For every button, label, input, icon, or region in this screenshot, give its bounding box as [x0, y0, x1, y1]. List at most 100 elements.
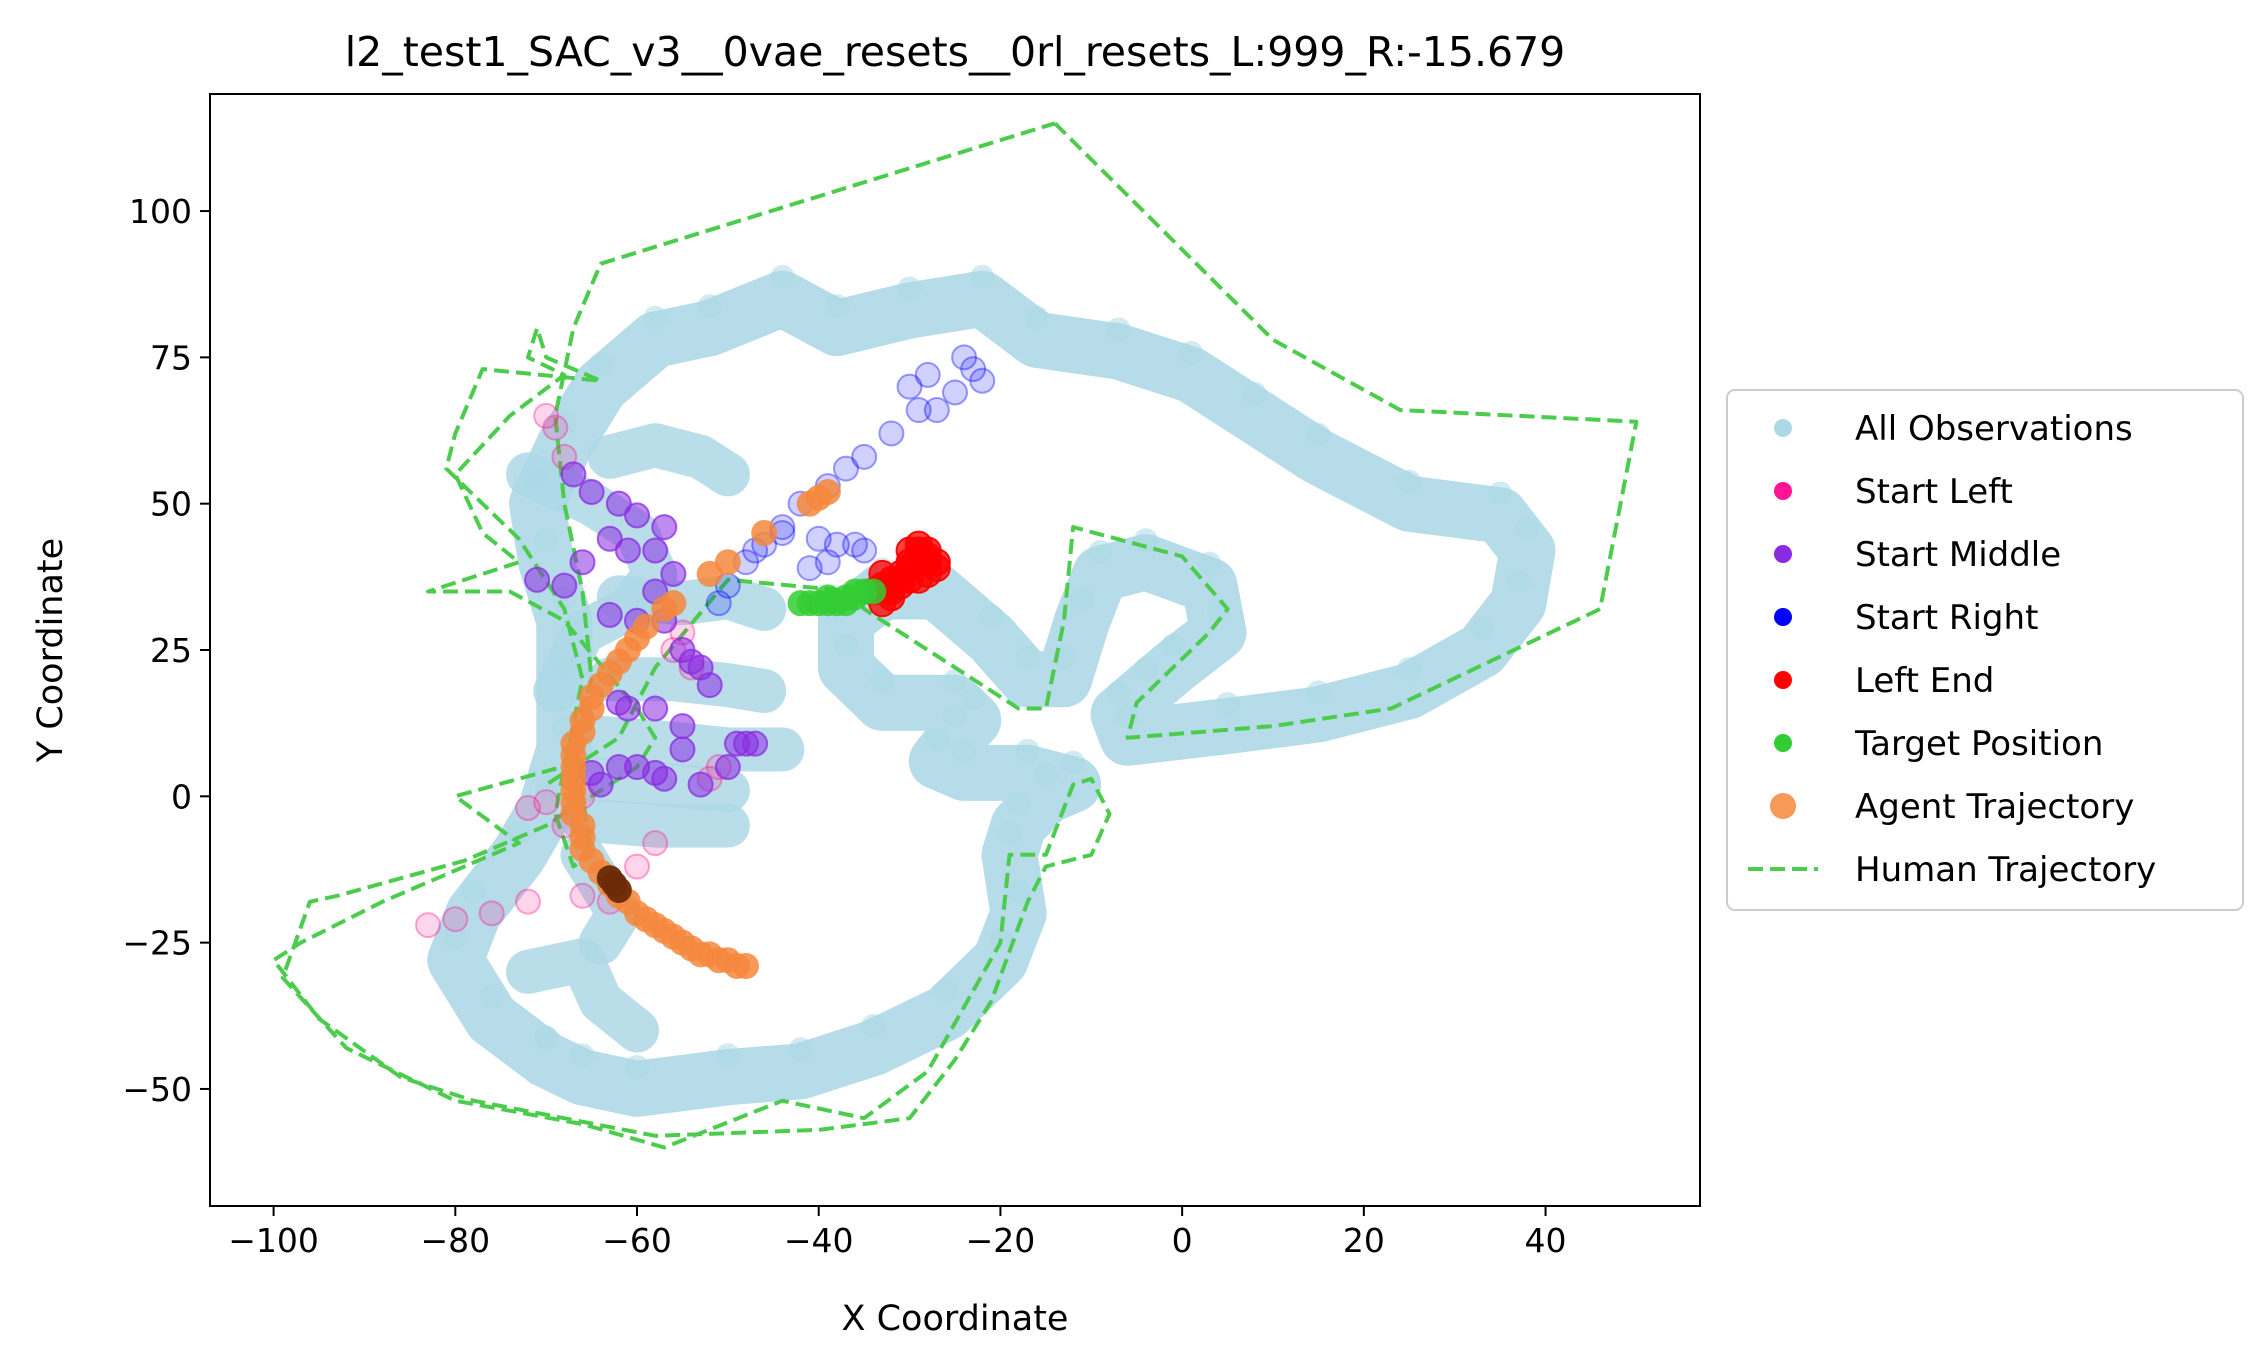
series-start-middle-point: [651, 765, 678, 792]
series-agent-trajectory: [560, 478, 841, 980]
series-start-middle-point: [578, 478, 605, 505]
series-target-position-point: [814, 584, 841, 611]
series-target-position: [787, 578, 887, 617]
series-start-middle-point: [614, 537, 641, 564]
observation-point: [933, 978, 958, 1003]
series-start-right-point: [896, 373, 923, 400]
observation-band: [427, 270, 1556, 1117]
observation-point: [770, 264, 795, 289]
series-start-left-point: [514, 795, 541, 822]
series-start-right-point: [878, 420, 905, 447]
series-agent-trajectory-point: [651, 596, 678, 623]
observation-point: [588, 352, 613, 377]
series-start-middle-point: [742, 730, 769, 757]
series-start-right-point: [805, 525, 832, 552]
x-axis: −100 −80 −60 −40 −20 0 20 40: [228, 1206, 1567, 1260]
observation-point: [1397, 469, 1422, 494]
series-start-middle: [524, 461, 769, 798]
series-start-middle-point: [714, 754, 741, 781]
observation-point: [1242, 381, 1267, 406]
observation-point: [1061, 750, 1086, 775]
legend-label-target-position: Target Position: [1854, 724, 2103, 764]
series-start-left-point: [569, 882, 596, 909]
series-start-middle-point: [614, 695, 641, 722]
series-all-observations: [427, 264, 1556, 1117]
series-start-middle-point: [687, 771, 714, 798]
x-tick-label: 20: [1343, 1221, 1385, 1260]
observation-point: [1133, 656, 1158, 681]
observation-point: [534, 1025, 559, 1050]
x-tick-label: −20: [966, 1221, 1036, 1260]
series-start-left-point: [478, 900, 505, 927]
observation-point: [552, 656, 577, 681]
observation-point: [833, 633, 858, 658]
observation-cluster-7: [506, 938, 659, 1053]
observation-point: [788, 1037, 813, 1062]
observation-point: [970, 264, 995, 289]
plot-area: [271, 121, 1639, 1150]
series-start-middle-point: [696, 672, 723, 699]
observation-cluster-3: [587, 657, 787, 713]
legend-label-all-observations: All Observations: [1855, 409, 2133, 449]
observation-point: [1161, 633, 1186, 658]
legend-marker-all-observations: [1774, 419, 1792, 437]
y-tick-label: 50: [150, 485, 192, 524]
observation-point: [870, 668, 895, 693]
legend-marker-target-position: [1774, 734, 1792, 752]
observation-point: [1469, 616, 1494, 640]
observation-point: [461, 879, 486, 904]
series-left-end-point: [895, 536, 924, 565]
series-start-right-point: [832, 455, 859, 482]
series-start-middle-point: [551, 572, 578, 599]
series-start-middle-point: [569, 549, 596, 576]
observation-point: [697, 294, 722, 319]
series-agent-trajectory-point: [733, 953, 760, 980]
observation-point: [1215, 692, 1240, 717]
x-tick-label: −40: [784, 1221, 854, 1260]
series-start-middle-point: [669, 713, 696, 740]
observation-point: [570, 1043, 595, 1068]
observation-point: [1024, 305, 1049, 330]
series-human-trajectory: [271, 121, 1639, 1150]
observation-point: [1397, 656, 1422, 681]
series-start-right-point: [923, 397, 950, 424]
series-left-end-point: [913, 559, 942, 588]
series-start-middle-point: [524, 566, 551, 593]
legend-frame: [1726, 389, 2244, 911]
observation-point: [525, 469, 550, 494]
series-agent-trajectory-point: [751, 519, 778, 546]
legend-label-agent-trajectory: Agent Trajectory: [1855, 787, 2134, 827]
observation-point: [1106, 317, 1131, 342]
series-start-middle-point: [596, 525, 623, 552]
legend-marker-start-middle: [1774, 545, 1792, 563]
series-start-right-point: [796, 555, 823, 582]
observation-point: [643, 305, 668, 330]
observation-point: [1197, 551, 1222, 576]
legend-label-left-end: Left End: [1855, 661, 1994, 701]
observation-point: [997, 820, 1022, 845]
observation-point: [1306, 680, 1331, 705]
series-start-middle-point: [587, 771, 614, 798]
observation-point: [1106, 680, 1131, 705]
series-start-middle-point: [660, 560, 687, 587]
series-start-right-point: [814, 549, 841, 576]
observation-point: [479, 984, 504, 1009]
legend-label-start-left: Start Left: [1855, 472, 2013, 512]
observation-point: [1006, 791, 1031, 816]
series-start-middle-point: [651, 514, 678, 541]
observation-point: [1506, 569, 1531, 594]
observation-point: [1070, 586, 1095, 611]
y-axis-label: Y Coordinate: [31, 538, 71, 763]
observation-point: [943, 703, 967, 728]
observation-point: [443, 926, 468, 951]
y-tick-label: −25: [122, 924, 192, 963]
chart-title: l2_test1_SAC_v3__0vae_resets__0rl_resets…: [345, 28, 1566, 76]
series-agent-trajectory-end: [596, 865, 632, 903]
legend-marker-agent-trajectory: [1770, 793, 1796, 819]
observation-point: [979, 604, 1004, 629]
x-tick-label: 0: [1172, 1221, 1193, 1260]
legend-marker-start-left: [1774, 482, 1792, 500]
observation-point: [952, 738, 977, 763]
series-target-position-point: [842, 578, 869, 605]
observation-point: [715, 1043, 740, 1068]
